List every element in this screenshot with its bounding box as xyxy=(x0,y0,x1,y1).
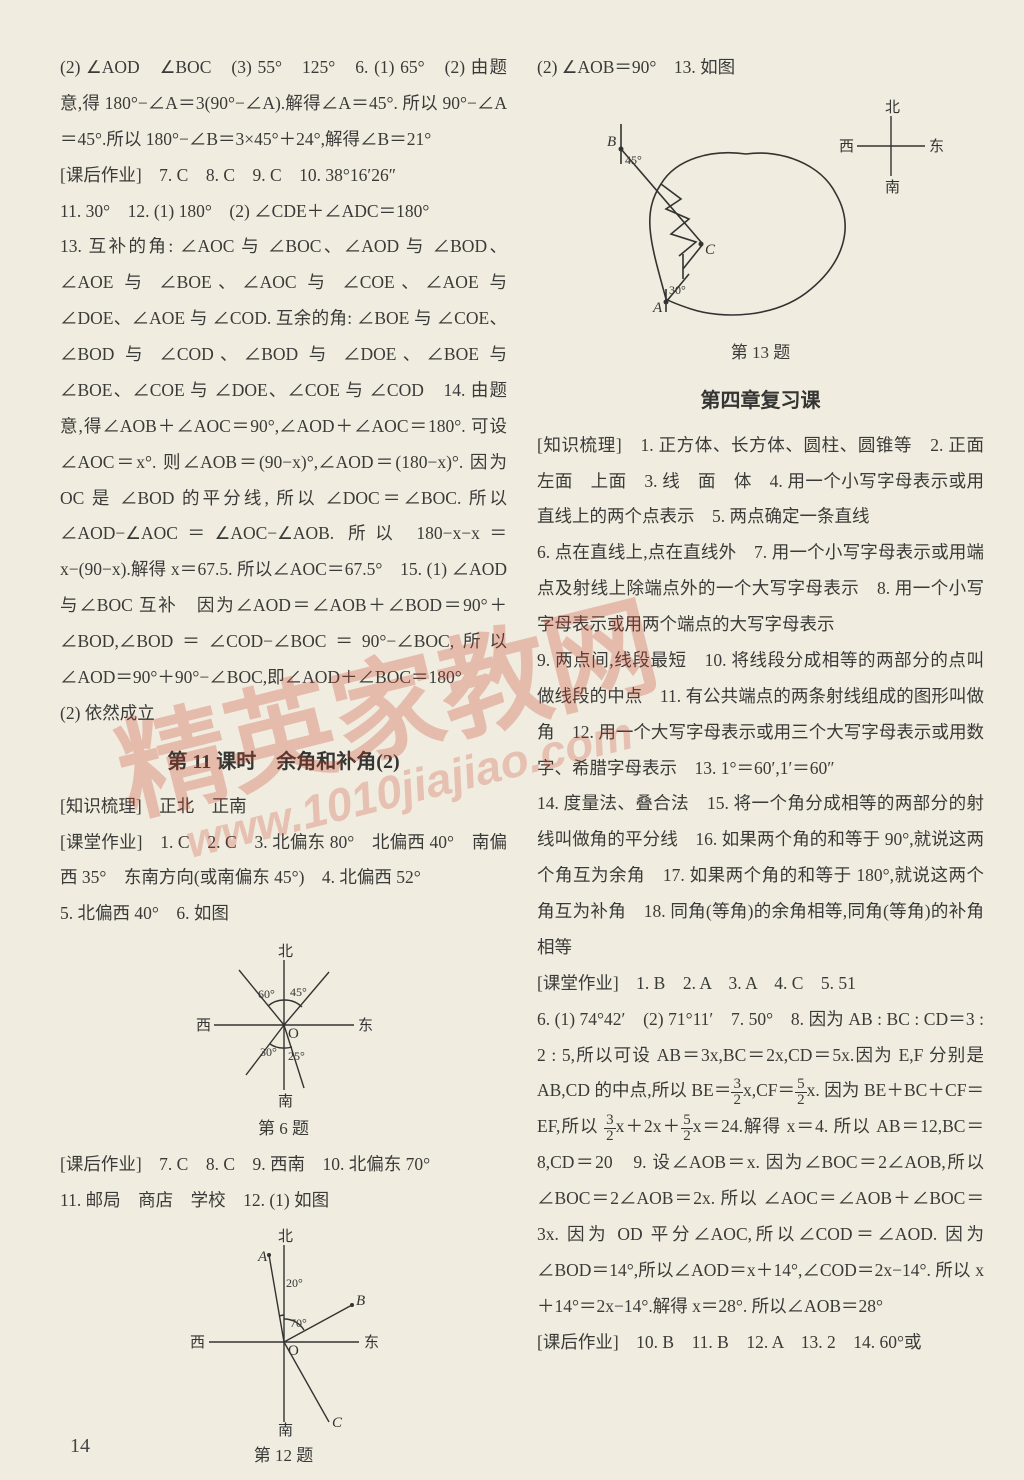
fig12-label-south: 南 xyxy=(278,1422,293,1437)
p7c: x. xyxy=(807,1080,820,1100)
left-p4: 13. 互补的角: ∠AOC 与 ∠BOC、∠AOD 与 ∠BOD、∠AOE 与… xyxy=(60,229,507,695)
fig12-label-north: 北 xyxy=(278,1228,293,1245)
p7f: x＝24.解得 x＝4. 所以 AB＝12,BC＝8,CD＝20 9. 设∠AO… xyxy=(537,1116,984,1315)
left-p2: [课后作业] 7. C 8. C 9. C 10. 38°16′26″ xyxy=(60,158,507,194)
right-p4: 9. 两点间,线段最短 10. 将线段分成相等的两部分的点叫做线段的中点 11.… xyxy=(537,643,984,787)
right-p2: [知识梳理] 1. 正方体、长方体、圆柱、圆锥等 2. 正面 左面 上面 3. … xyxy=(537,428,984,536)
right-p8: [课后作业] 10. B 11. B 12. A 13. 2 14. 60°或 xyxy=(537,1325,984,1361)
fig13-label-c: C xyxy=(705,242,716,258)
fig6-label-o: O xyxy=(288,1026,299,1042)
p7e: x＋2x＋ xyxy=(616,1116,682,1136)
frac-3-2-a: 32 xyxy=(731,1077,743,1108)
page-number: 14 xyxy=(70,1435,90,1458)
fig12-label-b: B xyxy=(356,1293,365,1309)
figure-6-compass: 北 南 东 西 O 60° 45° 30° 25° xyxy=(184,940,384,1110)
fig6-caption: 第 6 题 xyxy=(60,1112,507,1147)
fig6-angle-60: 60° xyxy=(258,987,275,1001)
right-p6: [课堂作业] 1. B 2. A 3. A 4. C 5. 51 xyxy=(537,966,984,1002)
fig6-angle-25: 25° xyxy=(288,1049,305,1063)
left-p7: [课堂作业] 1. C 2. C 3. 北偏东 80° 北偏西 40° 南偏西 … xyxy=(60,825,507,897)
frac-3-2-b: 32 xyxy=(604,1113,616,1144)
fig13-label-south: 南 xyxy=(885,179,900,196)
fig12-angle-70: 70° xyxy=(290,1316,307,1330)
section-title-ch4: 第四章复习课 xyxy=(537,381,984,422)
fig12-angle-20: 20° xyxy=(286,1276,303,1290)
fig13-label-east: 东 xyxy=(929,138,944,155)
left-p6: [知识梳理] 正北 正南 xyxy=(60,789,507,825)
fig13-label-b: B xyxy=(607,134,616,150)
right-p3: 6. 点在直线上,点在直线外 7. 用一个小写字母表示或用端点及射线上除端点外的… xyxy=(537,535,984,643)
fig12-label-c: C xyxy=(332,1415,343,1431)
left-p10: 11. 邮局 商店 学校 12. (1) 如图 xyxy=(60,1183,507,1219)
p7b: x,CF＝ xyxy=(743,1080,795,1100)
fig12-caption: 第 12 题 xyxy=(60,1439,507,1474)
two-column-layout: (2) ∠AOD ∠BOC (3) 55° 125° 6. (1) 65° (2… xyxy=(60,50,984,1474)
fig6-label-north: 北 xyxy=(278,943,293,960)
page: 精英家教网 www.1010jiajiao.com (2) ∠AOD ∠BOC … xyxy=(0,0,1024,1480)
fig13-label-west: 西 xyxy=(839,139,854,155)
figure-12-compass: 北 南 东 西 O A B C 20° 70° xyxy=(174,1227,394,1437)
right-column: (2) ∠AOB＝90° 13. 如图 北 南 东 西 xyxy=(537,50,984,1474)
fig13-label-a: A xyxy=(652,300,663,316)
fig6-label-south: 南 xyxy=(278,1093,293,1110)
fig12-label-east: 东 xyxy=(364,1334,379,1351)
left-column: (2) ∠AOD ∠BOC (3) 55° 125° 6. (1) 65° (2… xyxy=(60,50,507,1474)
fig12-label-a: A xyxy=(257,1249,268,1265)
fig13-label-north: 北 xyxy=(885,99,900,116)
fig6-angle-30: 30° xyxy=(260,1045,277,1059)
right-p5: 14. 度量法、叠合法 15. 将一个角分成相等的两部分的射线叫做角的平分线 1… xyxy=(537,786,984,965)
frac-5-2-a: 52 xyxy=(795,1077,807,1108)
fig12-label-west: 西 xyxy=(190,1335,205,1351)
left-p5: (2) 依然成立 xyxy=(60,696,507,732)
fig6-label-east: 东 xyxy=(358,1017,373,1034)
left-p9: [课后作业] 7. C 8. C 9. 西南 10. 北偏东 70° xyxy=(60,1147,507,1183)
fig13-caption: 第 13 题 xyxy=(537,336,984,371)
section-title-11: 第 11 课时 余角和补角(2) xyxy=(60,742,507,783)
left-p1: (2) ∠AOD ∠BOC (3) 55° 125° 6. (1) 65° (2… xyxy=(60,50,507,158)
fig12-label-o: O xyxy=(288,1343,299,1359)
fig6-angle-45: 45° xyxy=(290,985,307,999)
right-p7: 6. (1) 74°42′ (2) 71°11′ 7. 50° 8. 因为 AB… xyxy=(537,1002,984,1325)
left-p3: 11. 30° 12. (1) 180° (2) ∠CDE＋∠ADC＝180° xyxy=(60,194,507,230)
fig13-angle-30: 30° xyxy=(669,283,686,297)
fig13-zigzag xyxy=(661,184,696,256)
fig6-label-west: 西 xyxy=(196,1018,211,1034)
figure-13-map: 北 南 东 西 xyxy=(571,94,951,334)
frac-5-2-b: 52 xyxy=(681,1113,693,1144)
fig13-angle-45: 45° xyxy=(625,153,642,167)
right-p1: (2) ∠AOB＝90° 13. 如图 xyxy=(537,50,984,86)
left-p8: 5. 北偏西 40° 6. 如图 xyxy=(60,896,507,932)
